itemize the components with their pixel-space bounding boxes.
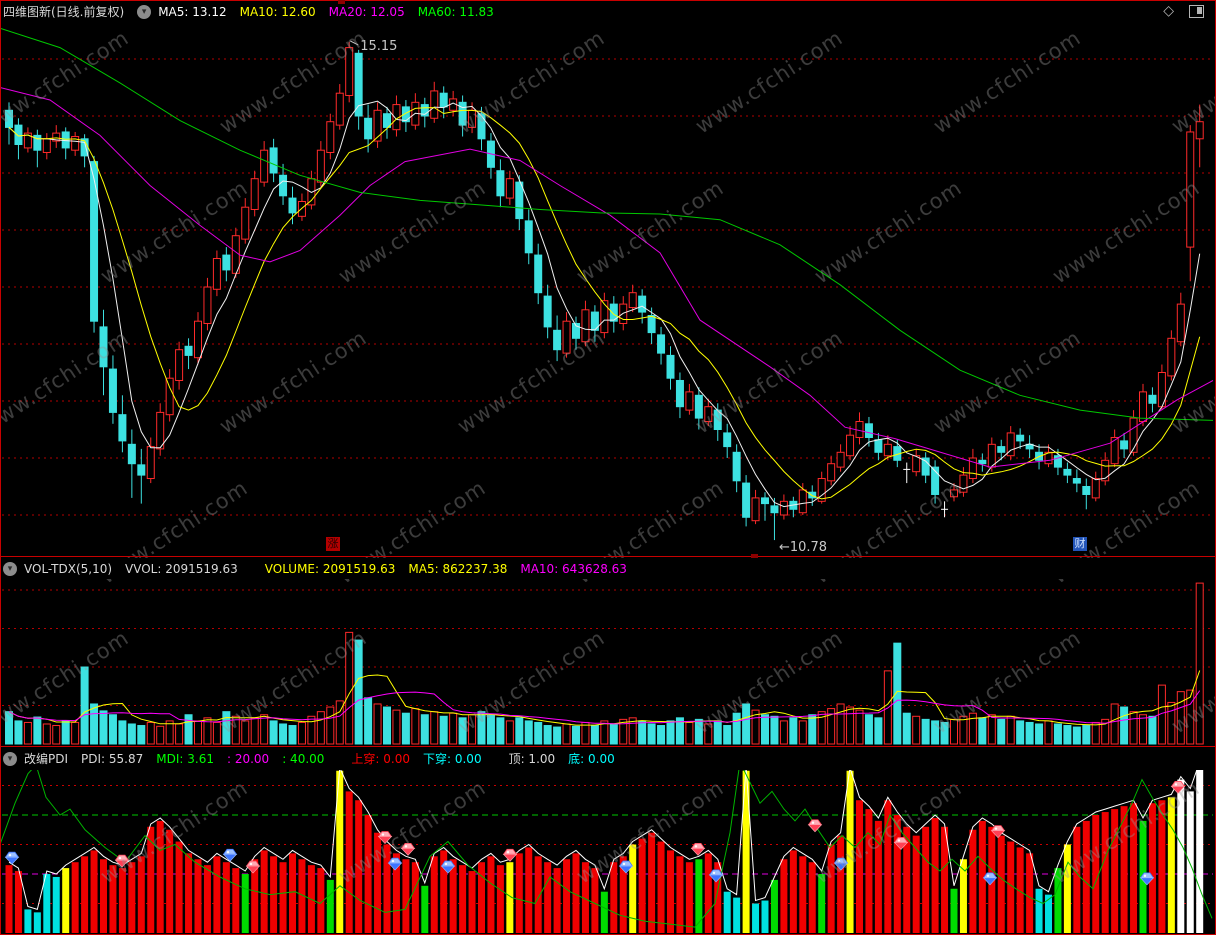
vol-indicator-name: VOL-TDX(5,10) bbox=[24, 561, 113, 576]
volume-header: ▾ VOL-TDX(5,10) VVOL: 2091519.63 VOLUME:… bbox=[3, 558, 1213, 579]
volume-chart-canvas[interactable] bbox=[0, 580, 1216, 746]
divider-tick-2 bbox=[751, 554, 758, 558]
collapse-chevron-icon-vol[interactable]: ▾ bbox=[3, 561, 17, 576]
ma20-label: MA20: 12.05 bbox=[328, 4, 405, 19]
indicator-chart-canvas[interactable] bbox=[0, 770, 1216, 934]
ma10-label: MA10: 12.60 bbox=[239, 4, 316, 19]
volume-chart[interactable] bbox=[0, 580, 1216, 746]
indicator-chart[interactable] bbox=[0, 770, 1216, 934]
svg-text:←10.78: ←10.78 bbox=[779, 540, 827, 555]
pdi-value-label: PDI: 55.87 bbox=[81, 751, 144, 766]
cross-up-label: 上穿: 0.00 bbox=[351, 752, 410, 766]
diamond-icon[interactable]: ◇ bbox=[1163, 3, 1174, 19]
main-chart-header: 四维图新(日线.前复权) ▾ MA5: 13.12 MA10: 12.60 MA… bbox=[3, 1, 1213, 22]
vol-ma10-label: MA10: 643628.63 bbox=[520, 561, 627, 576]
bottom-flag-label: 底: 0.00 bbox=[568, 752, 615, 766]
svg-text:15.15: 15.15 bbox=[360, 39, 397, 54]
panel-separator-1 bbox=[0, 556, 1216, 557]
window-border-left bbox=[0, 0, 1, 935]
volume-label: VOLUME: 2091519.63 bbox=[264, 561, 396, 576]
mdi-value-label: MDI: 3.61 bbox=[156, 751, 214, 766]
panel-separator-2 bbox=[0, 746, 1216, 747]
main-chart-canvas[interactable]: 15.15 ←10.78 bbox=[0, 24, 1216, 556]
collapse-chevron-icon[interactable]: ▾ bbox=[137, 4, 152, 19]
level20-label: : 20.00 bbox=[226, 751, 270, 766]
divider-tick bbox=[338, 0, 345, 4]
pdi-header: ▾ 改编PDI PDI: 55.87 MDI: 3.61 : 20.00 : 4… bbox=[3, 748, 1213, 769]
main-chart[interactable]: 15.15 ←10.78 bbox=[0, 24, 1216, 556]
window-controls: ◇ bbox=[1163, 3, 1204, 19]
window-border-top bbox=[0, 0, 1216, 1]
collapse-chevron-icon-pdi[interactable]: ▾ bbox=[3, 751, 17, 766]
ma5-label: MA5: 13.12 bbox=[158, 4, 227, 19]
vvol-label: VVOL: 2091519.63 bbox=[125, 561, 238, 576]
stock-title: 四维图新(日线.前复权) bbox=[3, 5, 125, 19]
cross-down-label: 下穿: 0.00 bbox=[423, 752, 482, 766]
pdi-indicator-name: 改编PDI bbox=[24, 752, 69, 766]
event-marker[interactable]: 涨 bbox=[326, 537, 340, 551]
restore-window-icon[interactable] bbox=[1189, 4, 1204, 18]
vol-ma5-label: MA5: 862237.38 bbox=[408, 561, 508, 576]
event-marker[interactable]: 财 bbox=[1073, 537, 1087, 551]
top-flag-label: 顶: 1.00 bbox=[508, 752, 556, 766]
level40-label: : 40.00 bbox=[282, 751, 325, 766]
ma60-label: MA60: 11.83 bbox=[417, 4, 494, 19]
